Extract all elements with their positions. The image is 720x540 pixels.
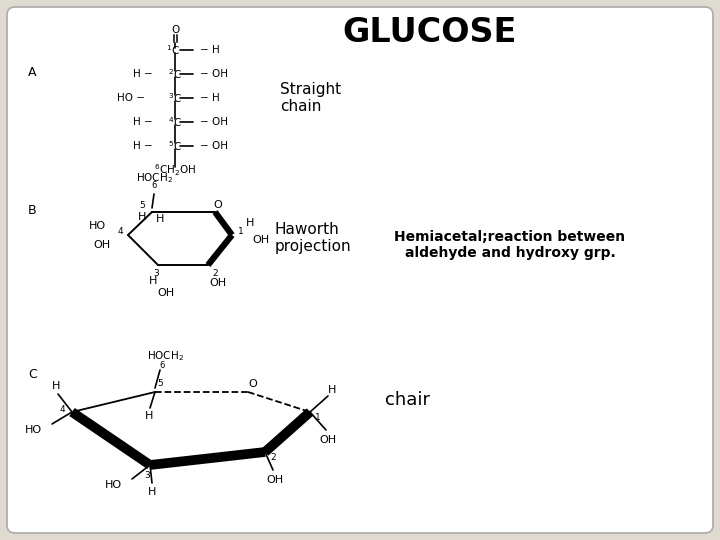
Text: H: H (149, 276, 157, 286)
FancyBboxPatch shape (7, 7, 713, 533)
Text: B: B (28, 204, 37, 217)
Text: OH: OH (93, 240, 110, 250)
Text: − OH: − OH (200, 141, 228, 151)
Text: OH: OH (158, 288, 174, 298)
Text: 1: 1 (238, 226, 244, 235)
Text: H: H (328, 385, 336, 395)
Text: OH: OH (210, 278, 227, 288)
Text: 4: 4 (59, 404, 65, 414)
Text: H: H (138, 212, 146, 222)
Text: OH: OH (320, 435, 336, 445)
Text: 1: 1 (315, 413, 321, 422)
Text: $^3$C: $^3$C (168, 91, 182, 105)
Text: Haworth
projection: Haworth projection (275, 222, 351, 254)
Text: H: H (246, 218, 254, 228)
Text: $^1$C: $^1$C (166, 43, 180, 57)
Text: 2: 2 (212, 269, 218, 279)
Text: A: A (28, 65, 37, 78)
Text: Hemiacetal;reaction between
aldehyde and hydroxy grp.: Hemiacetal;reaction between aldehyde and… (395, 230, 626, 260)
Text: OH: OH (266, 475, 284, 485)
Text: 6: 6 (151, 181, 157, 191)
Text: HO: HO (25, 425, 42, 435)
Text: H: H (145, 411, 153, 421)
Text: C: C (28, 368, 37, 381)
Text: HOCH$_2$: HOCH$_2$ (146, 349, 184, 363)
Text: 3: 3 (144, 470, 150, 480)
Text: OH: OH (252, 235, 269, 245)
Text: HO −: HO − (117, 93, 145, 103)
Text: GLUCOSE: GLUCOSE (343, 16, 517, 49)
Text: H −: H − (133, 117, 153, 127)
Text: chair: chair (385, 391, 430, 409)
Text: H: H (156, 214, 164, 224)
Text: H: H (148, 487, 156, 497)
Text: $^6$CH$_2$OH: $^6$CH$_2$OH (154, 162, 196, 178)
Text: O: O (248, 379, 257, 389)
Text: 6: 6 (159, 361, 165, 370)
Text: − H: − H (200, 45, 220, 55)
Text: HO: HO (89, 221, 106, 231)
Text: O: O (214, 200, 222, 210)
Text: HO: HO (105, 480, 122, 490)
Text: 4: 4 (117, 226, 123, 235)
Text: HOCH$_2$: HOCH$_2$ (135, 171, 173, 185)
Text: H −: H − (133, 141, 153, 151)
Text: − H: − H (200, 93, 220, 103)
Text: $^2$C: $^2$C (168, 67, 182, 81)
Text: Straight
chain: Straight chain (280, 82, 341, 114)
Text: 3: 3 (153, 269, 159, 279)
Text: H: H (52, 381, 60, 391)
Text: − OH: − OH (200, 69, 228, 79)
Text: H −: H − (133, 69, 153, 79)
Text: 5: 5 (139, 201, 145, 211)
Text: $^4$C: $^4$C (168, 115, 182, 129)
Text: 2: 2 (270, 454, 276, 462)
Text: O: O (171, 25, 179, 35)
Text: $^5$C: $^5$C (168, 139, 182, 153)
Text: 5: 5 (157, 380, 163, 388)
Text: − OH: − OH (200, 117, 228, 127)
